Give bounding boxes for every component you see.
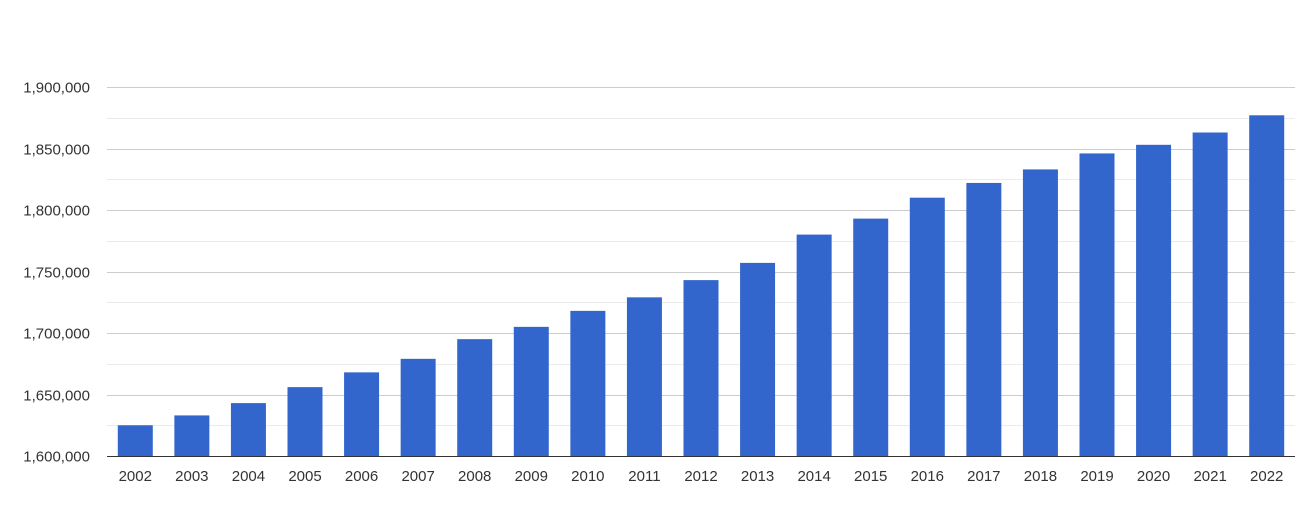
y-tick-label: 1,800,000 [23,203,90,220]
x-tick-label: 2005 [288,468,321,485]
bar-2003 [174,415,210,456]
bar-2020 [1136,144,1172,456]
x-tick-label: 2012 [684,468,717,485]
bar-2018 [1022,169,1058,456]
bar-2019 [1079,153,1115,457]
x-tick-label: 2018 [1024,468,1057,485]
bar-2022 [1249,115,1285,456]
x-tick-label: 2021 [1193,468,1226,485]
bar-2002 [117,425,153,456]
x-tick-label: 2002 [119,468,152,485]
bar-2004 [230,403,266,456]
x-tick-label: 2011 [628,468,660,485]
x-tick-label: 2006 [345,468,378,485]
bar-2015 [853,218,889,456]
bar-2005 [287,387,323,456]
x-tick-label: 2014 [797,468,830,485]
x-tick-label: 2009 [515,468,548,485]
bar-2011 [626,297,662,456]
y-tick-label: 1,750,000 [23,265,90,282]
x-tick-label: 2008 [458,468,491,485]
bar-2010 [570,310,606,456]
y-tick-label: 1,850,000 [23,142,90,159]
x-tick-label: 2013 [741,468,774,485]
x-tick-label: 2016 [911,468,944,485]
bar-2013 [740,262,776,456]
x-tick-label: 2010 [571,468,604,485]
bar-2007 [400,358,436,456]
bar-2012 [683,280,719,456]
bar-2017 [966,182,1002,456]
bar-2021 [1192,132,1228,456]
y-tick-label: 1,900,000 [23,80,90,97]
x-tick-label: 2020 [1137,468,1170,485]
x-tick-label: 2017 [967,468,1000,485]
x-tick-label: 2003 [175,468,208,485]
bar-2014 [796,234,832,456]
bar-2008 [457,339,493,456]
bar-2006 [344,372,380,456]
y-tick-label: 1,600,000 [23,449,90,466]
x-tick-label: 2007 [401,468,434,485]
x-tick-label: 2022 [1250,468,1283,485]
x-tick-label: 2019 [1080,468,1113,485]
bar-2016 [909,197,945,456]
y-tick-label: 1,700,000 [23,326,90,343]
y-tick-label: 1,650,000 [23,388,90,405]
x-tick-label: 2015 [854,468,887,485]
bar-2009 [513,326,549,456]
x-tick-label: 2004 [232,468,265,485]
